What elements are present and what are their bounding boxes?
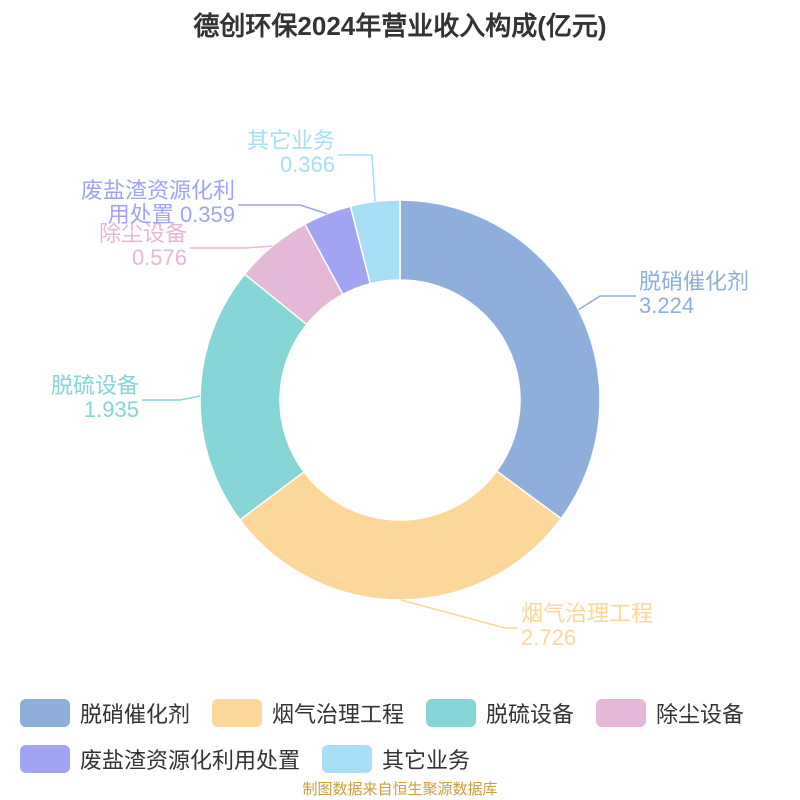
leader-line: [578, 295, 636, 311]
donut-slice: [199, 273, 308, 521]
legend-item[interactable]: 除尘设备: [596, 690, 744, 736]
legend-swatch: [596, 699, 647, 727]
leader-line: [400, 599, 518, 629]
legend-swatch: [426, 699, 477, 727]
legend-item[interactable]: 其它业务: [322, 736, 470, 782]
leader-line: [338, 154, 376, 202]
legend-label: 烟气治理工程: [272, 702, 405, 727]
legend-swatch: [20, 699, 70, 727]
label-value: 1.935: [83, 397, 139, 422]
leader-line: [238, 204, 328, 215]
legend: 脱硝催化剂 烟气治理工程 脱硫设备 除尘设备废盐渣资源化利用处置 其它业务: [20, 690, 790, 782]
data-label: 脱硫设备 1.935: [29, 374, 139, 422]
label-name: 烟气治理工程: [521, 601, 654, 626]
label-name: 除尘设备: [98, 221, 187, 246]
donut-slice: [349, 199, 401, 285]
legend-item[interactable]: 脱硝催化剂: [20, 690, 190, 736]
legend-item[interactable]: 废盐渣资源化利用处置: [20, 736, 300, 782]
donut-slice: [399, 199, 601, 520]
legend-item[interactable]: 烟气治理工程: [212, 690, 404, 736]
label-value: 0.359: [179, 202, 235, 227]
label-value: 3.224: [639, 293, 695, 318]
label-name: 脱硝催化剂: [639, 269, 750, 294]
leader-line: [142, 395, 201, 401]
legend-label: 除尘设备: [656, 702, 745, 727]
label-value: 2.726: [521, 625, 577, 650]
data-label: 烟气治理工程 2.726: [521, 602, 681, 650]
legend-label: 其它业务: [382, 748, 471, 773]
leader-line: [190, 245, 273, 249]
data-label: 除尘设备 0.576: [77, 222, 187, 270]
legend-swatch: [20, 745, 70, 773]
label-name: 其它业务: [246, 128, 335, 153]
data-label: 脱硝催化剂 3.224: [639, 270, 769, 318]
legend-swatch: [212, 699, 263, 727]
label-value: 0.366: [279, 152, 335, 177]
label-name: 脱硫设备: [50, 373, 139, 398]
donut-slice: [238, 470, 563, 601]
legend-label: 脱硫设备: [486, 702, 575, 727]
legend-label: 脱硝催化剂: [80, 702, 191, 727]
legend-swatch: [322, 745, 373, 773]
data-label: 其它业务 0.366: [225, 129, 335, 177]
data-label: 废盐渣资源化利用处置 0.359: [60, 179, 235, 227]
legend-item[interactable]: 脱硫设备: [426, 690, 574, 736]
source-note: 制图数据来自恒生聚源数据库: [302, 781, 498, 798]
label-value: 0.576: [131, 245, 187, 270]
label-name: 废盐渣资源化利用处置: [80, 178, 235, 227]
legend-label: 废盐渣资源化利用处置: [80, 748, 301, 773]
chart-title: 德创环保2024年营业收入构成(亿元): [193, 11, 607, 41]
